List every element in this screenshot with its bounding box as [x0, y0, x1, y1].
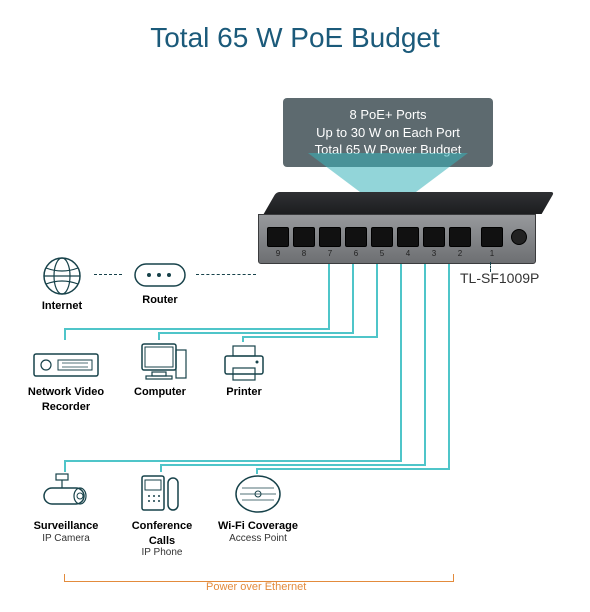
poe-label: Power over Ethernet: [206, 581, 306, 593]
callout-line2: Up to 30 W on Each Port: [293, 124, 483, 142]
nvr-icon: [30, 340, 102, 384]
port-num-5: 5: [371, 249, 393, 258]
port-1: [481, 227, 503, 247]
page-title: Total 65 W PoE Budget: [0, 22, 590, 54]
conn-cam-h: [64, 460, 402, 462]
ap-sublabel: Access Point: [212, 533, 304, 544]
callout-line1: 8 PoE+ Ports: [293, 106, 483, 124]
printer-icon: [219, 340, 269, 384]
model-label: TL-SF1009P: [460, 270, 539, 286]
router-label: Router: [126, 294, 194, 307]
phone-sublabel: IP Phone: [120, 547, 204, 558]
device-ap: Wi-Fi Coverage Access Point: [212, 470, 304, 544]
conn-pr-up: [376, 264, 378, 338]
device-printer: Printer: [212, 340, 276, 399]
port-num-9: 9: [267, 249, 289, 258]
router-icon: [131, 254, 189, 292]
printer-label: Printer: [212, 386, 276, 399]
phone-label2: Calls: [120, 535, 204, 548]
conn-nvr-up: [328, 264, 330, 330]
port-num-1: 1: [481, 249, 503, 258]
device-camera: Surveillance IP Camera: [24, 470, 108, 544]
switch-top-panel: [264, 192, 555, 214]
port-7: [319, 227, 341, 247]
device-router: Router: [126, 254, 194, 307]
device-nvr: Network Video Recorder: [20, 340, 112, 413]
port-5: [371, 227, 393, 247]
device-computer: Computer: [124, 340, 196, 399]
camera-sublabel: IP Camera: [24, 533, 108, 544]
conn-ph-up: [424, 264, 426, 466]
conn-ap-up: [448, 264, 450, 470]
port-3: [423, 227, 445, 247]
dash-internet-router: [94, 274, 122, 275]
port-9: [267, 227, 289, 247]
computer-label: Computer: [124, 386, 196, 399]
port-num-2: 2: [449, 249, 471, 258]
port-num-3: 3: [423, 249, 445, 258]
port-num-4: 4: [397, 249, 419, 258]
camera-icon: [36, 470, 96, 518]
port-num-8: 8: [293, 249, 315, 258]
phone-icon: [134, 470, 190, 518]
dash-switch-v: [490, 262, 491, 272]
conn-pr-h: [242, 336, 378, 338]
port-6: [345, 227, 367, 247]
globe-icon: [40, 254, 84, 298]
switch-device: 9 8 7 6 5 4 3 2 1: [258, 192, 536, 264]
conn-pc-h: [158, 332, 354, 334]
port-4: [397, 227, 419, 247]
conn-cam-up: [400, 264, 402, 462]
ap-label: Wi-Fi Coverage: [212, 520, 304, 533]
phone-label: Conference: [120, 520, 204, 533]
device-phone: Conference Calls IP Phone: [120, 470, 204, 558]
ap-icon: [232, 470, 284, 518]
internet-label: Internet: [32, 300, 92, 313]
switch-front-panel: 9 8 7 6 5 4 3 2 1: [258, 214, 536, 264]
port-2: [449, 227, 471, 247]
port-num-7: 7: [319, 249, 341, 258]
conn-pc-up: [352, 264, 354, 334]
conn-ph-h: [160, 464, 426, 466]
port-8: [293, 227, 315, 247]
conn-nvr-h: [64, 328, 330, 330]
power-port: [511, 229, 527, 245]
nvr-label2: Recorder: [20, 401, 112, 414]
computer-icon: [132, 340, 188, 384]
camera-label: Surveillance: [24, 520, 108, 533]
port-num-6: 6: [345, 249, 367, 258]
conn-ap-h: [256, 468, 450, 470]
device-internet: Internet: [32, 254, 92, 313]
nvr-label: Network Video: [20, 386, 112, 399]
dash-router-switch: [196, 274, 256, 275]
